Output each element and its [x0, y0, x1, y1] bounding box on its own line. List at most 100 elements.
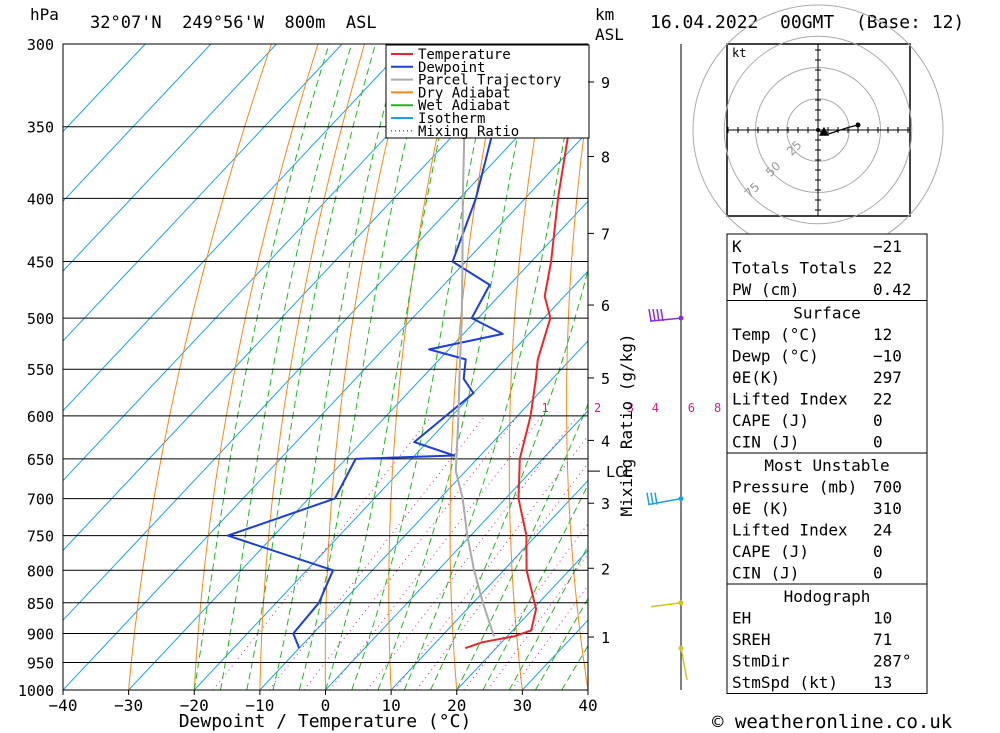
isotherm-line	[128, 200, 588, 690]
km-tick-label: 8	[601, 149, 610, 167]
wind-barb-flag	[654, 492, 658, 505]
pressure-tick-label: 700	[27, 491, 54, 509]
pressure-tick-label: 300	[27, 36, 54, 54]
indices-row-value: 71	[873, 630, 892, 649]
indices-row-value: −10	[873, 347, 902, 366]
km-tick-label: 9	[601, 74, 610, 92]
mixing-ratio-line	[511, 584, 588, 690]
indices-row-value: 13	[873, 673, 892, 692]
indices-row-value: 22	[873, 390, 892, 409]
hpa-unit-label: hPa	[30, 5, 59, 24]
temperature-line	[464, 53, 588, 650]
isotherm-line	[63, 44, 343, 342]
mixing-ratio-label: 4	[652, 401, 659, 415]
profile-series	[226, 53, 588, 650]
pressure-tick-label: 600	[27, 408, 54, 426]
indices-row-label: CAPE (J)	[732, 542, 809, 561]
indices-general-box	[726, 233, 928, 301]
dewpoint-line	[226, 85, 588, 649]
indices-row-label: Lifted Index	[732, 390, 848, 409]
indices-row-value: 10	[873, 609, 892, 628]
indices-row-label: Lifted Index	[732, 521, 848, 540]
indices-section-box	[726, 583, 928, 694]
x-tick-label: −30	[114, 696, 143, 715]
isotherm-line	[390, 479, 588, 690]
pressure-tick-label: 950	[27, 654, 54, 672]
x-tick-label: −20	[180, 696, 209, 715]
indices-section-box	[726, 452, 928, 585]
indices-row-value: 0	[873, 411, 883, 430]
indices-row-label: Totals Totals	[732, 259, 857, 278]
mixing-ratio-label: 2	[594, 401, 601, 415]
wet-adiabat-line	[351, 44, 496, 690]
legend-label: Dewpoint	[418, 60, 485, 76]
storm-motion-marker	[819, 126, 829, 136]
pressure-tick-label: 800	[27, 562, 54, 580]
isotherm-line	[63, 44, 277, 272]
pressure-tick-label: 350	[27, 119, 54, 137]
hodograph-trace-end	[855, 122, 861, 128]
x-tick-label: 20	[447, 696, 466, 715]
mixing-ratio-axis-label: Mixing Ratio (g/kg)	[617, 333, 636, 516]
indices-row-value: 0	[873, 542, 883, 561]
indices-row-value: 12	[873, 325, 892, 344]
mixing-ratio-line	[303, 415, 519, 690]
mixing-ratio-line	[329, 415, 543, 690]
km-unit-label: km	[595, 5, 614, 24]
indices-row-value: 0	[873, 564, 883, 583]
legend-box	[385, 44, 590, 139]
x-tick-label: 0	[321, 696, 331, 715]
wind-barb	[648, 308, 684, 322]
indices-row-label: StmSpd (kt)	[732, 673, 838, 692]
mixing-ratio-label: 6	[688, 401, 695, 415]
wind-barb-flag	[660, 308, 664, 322]
km-tick-label: 4	[601, 432, 610, 450]
indices-row-label: Pressure (mb)	[732, 478, 857, 497]
isotherm-line	[63, 44, 474, 482]
pressure-tick-label: 900	[27, 625, 54, 643]
indices-row-label: Temp (°C)	[732, 325, 819, 344]
mixing-ratio-label: 8	[714, 401, 721, 415]
pressure-tick-label: 450	[27, 254, 54, 272]
indices-row-label: θE (K)	[732, 499, 790, 518]
km-tick-label: 6	[601, 297, 610, 315]
wind-barb-shaft	[680, 648, 688, 681]
indices-section-title: Most Unstable	[764, 456, 889, 475]
hodograph-unit: kt	[732, 46, 746, 60]
legend-label: Mixing Ratio	[418, 124, 519, 140]
indices-row-label: SREH	[732, 630, 771, 649]
indices-row-label: θE(K)	[732, 368, 780, 387]
axes: 3003504004505005506006507007508008509009…	[18, 36, 633, 715]
datetime-title: 16.04.2022 00GMT (Base: 12)	[650, 12, 964, 33]
pressure-tick-label: 500	[27, 310, 54, 328]
indices-section-title: Hodograph	[784, 587, 871, 606]
indices-row-value: −21	[873, 237, 902, 256]
indices-section-title: Surface	[793, 304, 860, 323]
km-tick-label: 5	[601, 370, 610, 388]
km-tick-label: 2	[601, 560, 610, 578]
wind-barb-flag	[648, 308, 652, 322]
wind-barb	[650, 600, 684, 608]
asl-unit-label: ASL	[595, 25, 624, 44]
indices-row-label: CIN (J)	[732, 564, 799, 583]
pressure-tick-label: 550	[27, 361, 54, 379]
isotherm-line	[63, 44, 212, 203]
wind-barb-flag	[646, 492, 650, 505]
parcel-trajectory-line	[454, 78, 495, 637]
hodograph-origin	[816, 128, 820, 132]
indices-row-value: 0	[873, 433, 883, 452]
wind-profile	[646, 44, 688, 690]
pressure-tick-label: 1000	[18, 682, 54, 700]
x-tick-label: 10	[381, 696, 400, 715]
indices-row-value: 24	[873, 521, 892, 540]
km-tick-label: 7	[601, 225, 610, 243]
wind-barb-flag	[652, 308, 656, 322]
indices-row-value: 700	[873, 478, 902, 497]
isotherm-line	[63, 130, 588, 690]
x-tick-label: −40	[49, 696, 78, 715]
mixing-ratio-label: 1	[541, 401, 548, 415]
indices-row-value: 297	[873, 368, 902, 387]
wind-barb-flag	[656, 308, 660, 322]
